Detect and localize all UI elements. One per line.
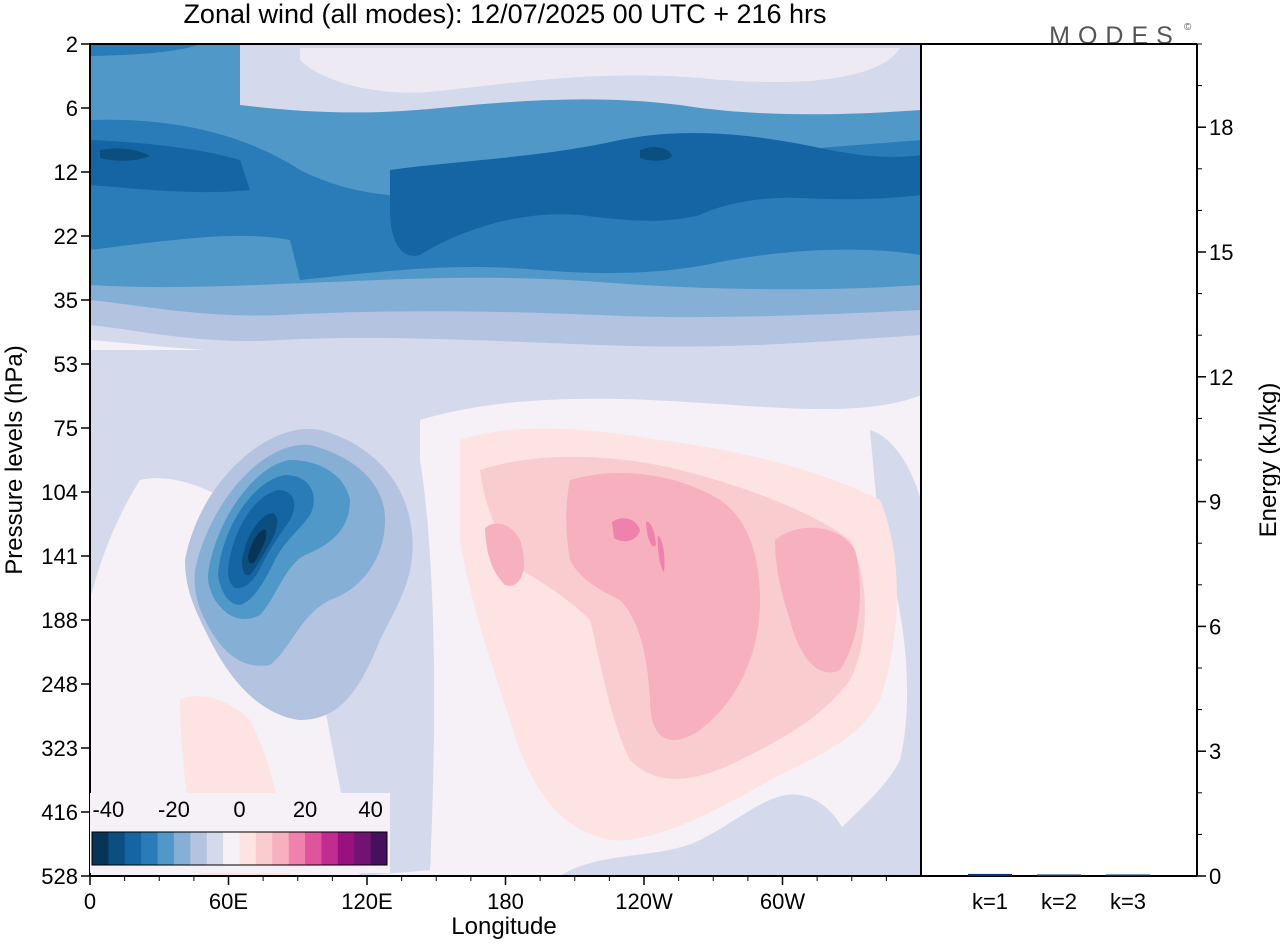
y-tick-label: 104 bbox=[41, 480, 78, 505]
colorbar-cell bbox=[321, 832, 339, 865]
y-tick-label: 141 bbox=[41, 544, 78, 569]
contour-neg-30-topleft bbox=[90, 44, 200, 56]
upper-near-zero-region bbox=[300, 48, 900, 93]
logo-text: MODES bbox=[1049, 22, 1181, 50]
x-tick-label: 60W bbox=[760, 889, 805, 914]
colorbar-tick-label: 40 bbox=[358, 797, 382, 822]
x-axis: 0 60E 120E 180 120W 60W bbox=[84, 876, 887, 914]
energy-tick-label: 3 bbox=[1209, 739, 1221, 764]
y-tick-label: 248 bbox=[41, 672, 78, 697]
energy-y-axis: 0 3 6 9 12 15 18 bbox=[1197, 43, 1233, 889]
colorbar-tick-label: -40 bbox=[92, 797, 124, 822]
colorbar-cell bbox=[305, 832, 322, 865]
colorbar-cell bbox=[108, 832, 126, 865]
energy-tick-label: 6 bbox=[1209, 614, 1221, 639]
energy-bar bbox=[968, 873, 1012, 876]
y-tick-label: 528 bbox=[41, 864, 78, 889]
colorbar-cell bbox=[173, 832, 191, 865]
chart-title: Zonal wind (all modes): 12/07/2025 00 UT… bbox=[183, 0, 826, 29]
energy-category-label: k=1 bbox=[972, 889, 1008, 914]
colorbar-frame bbox=[91, 831, 388, 866]
energy-category-label: k=3 bbox=[1110, 889, 1146, 914]
contour-neg-5-bottom bbox=[560, 794, 860, 876]
energy-category-label: k=2 bbox=[1041, 889, 1077, 914]
colorbar-cell bbox=[337, 832, 355, 865]
zonal-wind-heatmap: 0 60E 120E 180 120W 60W 2 6 12 22 35 53 75 104 141 188… bbox=[1, 32, 922, 940]
colorbar-cell bbox=[157, 832, 175, 865]
colorbar-cell bbox=[190, 832, 208, 865]
colorbar-cell bbox=[370, 832, 388, 865]
energy-bar bbox=[1037, 874, 1081, 876]
colorbar-cell bbox=[206, 832, 224, 865]
colorbar-tick-label: -20 bbox=[158, 797, 190, 822]
x-tick-label: 120E bbox=[341, 889, 392, 914]
colorbar: -40 -20 0 20 40 bbox=[90, 793, 390, 873]
y-tick-label: 416 bbox=[41, 800, 78, 825]
x-tick-label: 60E bbox=[209, 889, 248, 914]
y-tick-label: 35 bbox=[54, 288, 78, 313]
y-axis-label: Pressure levels (hPa) bbox=[1, 345, 28, 574]
energy-bar bbox=[1106, 874, 1150, 876]
x-tick-label: 120W bbox=[615, 889, 673, 914]
colorbar-cell bbox=[239, 832, 257, 865]
energy-x-axis: k=1 k=2 k=3 bbox=[972, 889, 1146, 914]
wind-field bbox=[90, 44, 921, 876]
colorbar-labels: -40 -20 0 20 40 bbox=[92, 797, 382, 822]
y-tick-label: 2 bbox=[66, 32, 78, 57]
colorbar-cell bbox=[272, 832, 290, 865]
x-axis-label: Longitude bbox=[451, 913, 556, 940]
colorbar-tick-label: 0 bbox=[233, 797, 245, 822]
y-tick-label: 75 bbox=[54, 416, 78, 441]
colorbar-cells bbox=[92, 832, 388, 865]
contour-neg-30-core bbox=[90, 133, 921, 256]
energy-tick-label: 9 bbox=[1209, 490, 1221, 515]
colorbar-cell bbox=[141, 832, 159, 865]
y-tick-label: 12 bbox=[54, 160, 78, 185]
modes-logo: MODES © bbox=[1049, 22, 1192, 50]
colorbar-cell bbox=[255, 832, 273, 865]
y-tick-label: 53 bbox=[54, 352, 78, 377]
colorbar-cell bbox=[223, 832, 240, 865]
colorbar-cell bbox=[354, 832, 372, 865]
energy-tick-label: 15 bbox=[1209, 240, 1233, 265]
energy-tick-label: 12 bbox=[1209, 365, 1233, 390]
colorbar-tick-label: 20 bbox=[293, 797, 317, 822]
y-axis: 2 6 12 22 35 53 75 104 141 188 248 323 416 528 bbox=[41, 32, 90, 889]
energy-tick-label: 0 bbox=[1209, 864, 1221, 889]
energy-axis-label: Energy (kJ/kg) bbox=[1255, 383, 1280, 538]
energy-tick-label: 18 bbox=[1209, 115, 1233, 140]
energy-bar-panel: 0 3 6 9 12 15 18 k=1 k=2 k=3 Energy (kJ/kg) bbox=[921, 43, 1280, 914]
colorbar-cell bbox=[288, 832, 306, 865]
contour-pos-20 bbox=[612, 518, 665, 572]
x-tick-label: 0 bbox=[84, 889, 96, 914]
jet-core bbox=[248, 529, 267, 564]
colorbar-cell bbox=[124, 832, 142, 865]
y-tick-label: 6 bbox=[66, 96, 78, 121]
colorbar-cell bbox=[92, 832, 109, 865]
x-tick-label: 180 bbox=[487, 889, 524, 914]
logo-mark: © bbox=[1184, 22, 1192, 33]
y-tick-label: 22 bbox=[54, 224, 78, 249]
y-tick-label: 323 bbox=[41, 736, 78, 761]
contour-pos-15 bbox=[485, 472, 860, 740]
y-tick-label: 188 bbox=[41, 608, 78, 633]
energy-bars bbox=[968, 873, 1150, 876]
